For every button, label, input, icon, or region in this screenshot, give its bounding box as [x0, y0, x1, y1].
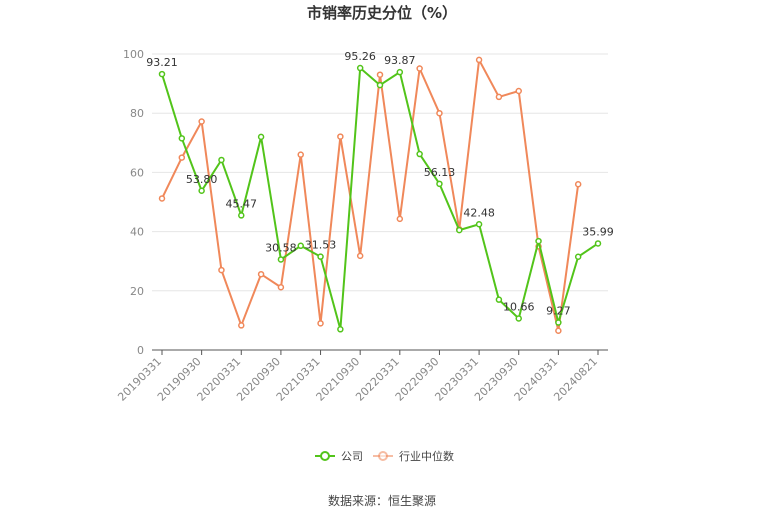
data-point [277, 256, 285, 263]
data-label: 31.53 [305, 239, 337, 252]
data-point [198, 118, 205, 125]
y-tick-label: 100 [123, 48, 144, 61]
data-point [158, 70, 166, 78]
data-label: 56.13 [424, 166, 456, 179]
data-point [436, 109, 443, 117]
data-point [495, 296, 503, 303]
data-point [257, 270, 265, 278]
data-point [515, 315, 522, 322]
data-point [436, 180, 443, 188]
data-point [356, 252, 364, 260]
data-point [257, 133, 265, 141]
data-label: 35.99 [582, 225, 614, 238]
data-point [317, 320, 324, 327]
data-labels: 93.21 53.80 45.47 30.58 31.53 95.26 93.87 56.13… [146, 50, 614, 318]
data-point [574, 253, 582, 261]
data-label: 95.26 [344, 50, 376, 63]
series-layer [158, 56, 602, 335]
source-note: 数据来源：恒生聚源 [328, 493, 436, 508]
legend[interactable]: 公司 行业中位数 [315, 449, 454, 463]
data-point [555, 319, 562, 326]
y-tick-label: 60 [130, 166, 144, 179]
legend-label: 行业中位数 [399, 449, 454, 463]
legend-label: 公司 [341, 450, 363, 463]
data-point [416, 65, 423, 72]
data-point [218, 156, 225, 164]
data-label: 10.66 [503, 300, 535, 313]
data-point [238, 212, 245, 219]
data-point [555, 327, 562, 335]
data-point [376, 71, 384, 78]
data-point [158, 195, 166, 202]
data-point [456, 226, 463, 234]
data-point [376, 81, 384, 89]
y-tick-label: 80 [130, 107, 144, 120]
data-point [337, 133, 344, 140]
grid [152, 53, 608, 351]
data-point [495, 93, 503, 101]
data-point [396, 68, 404, 76]
data-point [337, 326, 344, 333]
x-axis: 2019033120190930202003312020093020210331… [115, 350, 600, 404]
y-tick-label: 20 [130, 285, 144, 298]
series-line-行业中位数 [161, 56, 580, 331]
data-label: 30.58 [265, 241, 297, 254]
data-point [356, 64, 364, 72]
data-point [574, 180, 582, 188]
data-label: 42.48 [463, 206, 495, 219]
data-point [238, 322, 245, 329]
legend-swatch-marker [378, 451, 388, 461]
data-point [297, 151, 304, 158]
y-tick-label: 40 [130, 226, 144, 239]
data-point [475, 221, 483, 228]
y-axis: 0 20 40 60 80 100 [123, 48, 144, 357]
chart-title: 市销率历史分位（%） [307, 4, 457, 22]
data-label: 9.27 [546, 305, 571, 318]
data-point [277, 283, 285, 291]
data-point [178, 154, 186, 161]
data-point [218, 266, 225, 274]
data-label: 93.21 [146, 56, 178, 69]
data-point [396, 215, 404, 223]
data-point [178, 135, 186, 142]
data-label: 93.87 [384, 54, 416, 67]
data-point [317, 253, 324, 260]
data-point [475, 56, 483, 64]
data-point [535, 237, 542, 245]
x-tick-label: 20240821 [551, 355, 600, 404]
data-label: 53.80 [186, 173, 218, 186]
data-point [198, 187, 205, 195]
data-label: 45.47 [226, 197, 258, 210]
data-point [297, 242, 304, 250]
data-point [416, 150, 423, 158]
data-point [594, 240, 602, 247]
y-tick-label: 0 [137, 344, 144, 357]
data-point [515, 87, 522, 95]
legend-swatch-marker [320, 451, 330, 461]
